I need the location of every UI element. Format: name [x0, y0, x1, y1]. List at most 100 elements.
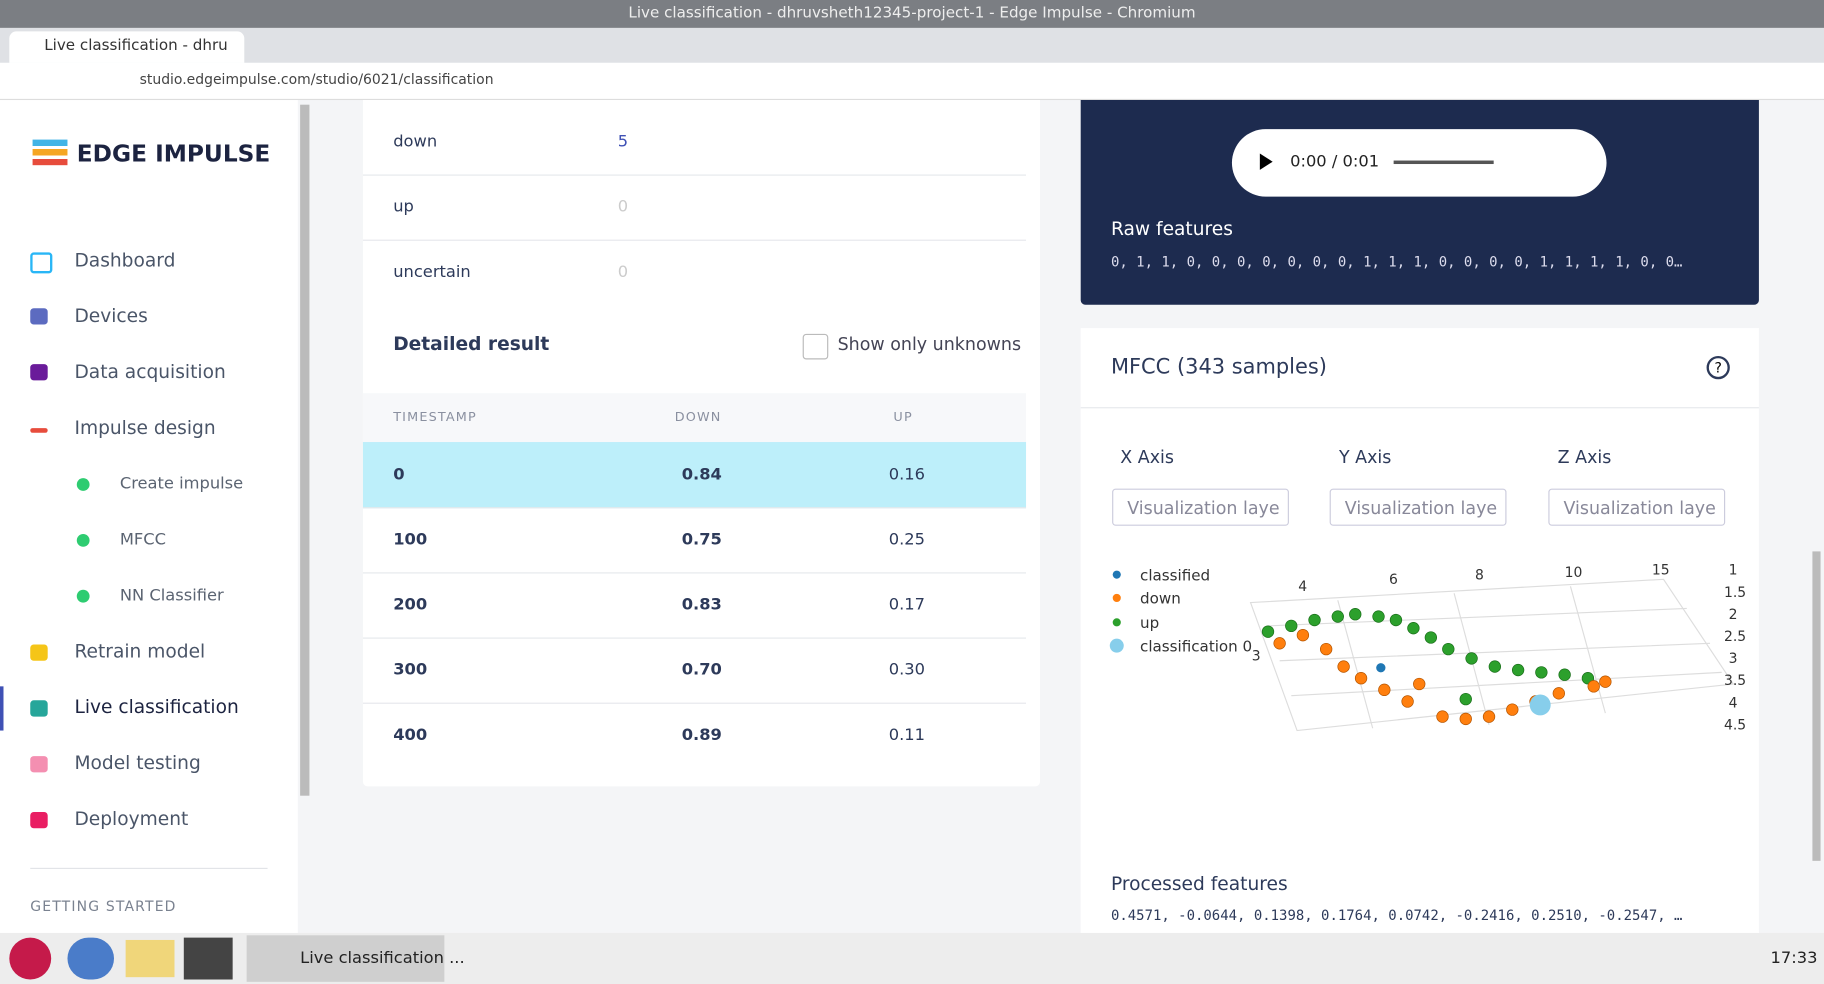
select[interactable]: Visualization laye	[1329, 488, 1507, 526]
nav-item[interactable]: Impulse design	[74, 416, 216, 439]
nav-item[interactable]: Devices	[74, 304, 148, 327]
nav-item[interactable]: Deployment	[74, 807, 189, 830]
address-bar	[0, 62, 1824, 101]
tick-label: 1.5	[1724, 585, 1746, 601]
select[interactable]: Visualization laye	[1548, 488, 1726, 526]
icon	[30, 811, 48, 829]
tick-label: 2.5	[1724, 629, 1746, 645]
nav-item[interactable]: Data acquisition	[74, 360, 226, 383]
scrollbar	[1812, 551, 1821, 861]
cell: 0	[393, 465, 405, 484]
logo-icon	[32, 139, 68, 166]
raw-values: 0, 1, 1, 0, 0, 0, 0, 0, 0, 0, 1, 1, 1, 0…	[1110, 253, 1683, 270]
cell: 0.17	[888, 595, 926, 615]
scatter-3d: classified down up classification 0 4 6 8 1…	[1109, 563, 1746, 733]
cell: 0.11	[888, 725, 926, 745]
axis-label: Z Axis	[1557, 446, 1612, 468]
terminal-icon[interactable]	[183, 937, 233, 980]
url[interactable]: studio.edgeimpulse.com/studio/6021/class…	[139, 70, 494, 88]
cell: 200	[393, 595, 428, 615]
cell: 0.84	[681, 465, 722, 484]
classification-point	[1529, 694, 1551, 716]
axis-label: X Axis	[1120, 446, 1174, 468]
legend-marker	[1112, 570, 1121, 579]
header: DOWN	[674, 409, 722, 425]
task-button[interactable]	[246, 935, 445, 982]
tick-label: 1	[1729, 563, 1738, 579]
legend-entry: up	[1140, 614, 1159, 632]
label: down	[393, 132, 438, 152]
header: TIMESTAMP	[393, 409, 477, 425]
progress[interactable]	[1393, 160, 1494, 165]
legend-entry: down	[1140, 590, 1181, 608]
cell: 300	[393, 660, 428, 680]
cell: 0.75	[681, 530, 722, 550]
cell: 0.30	[888, 660, 926, 680]
header: UP	[893, 409, 913, 425]
legend-marker	[1112, 618, 1121, 627]
count: 0	[617, 197, 629, 217]
nav-subitem[interactable]: NN Classifier	[119, 586, 224, 605]
tick-label: 3.5	[1724, 673, 1746, 689]
audio-time: 0:00 / 0:01	[1290, 152, 1380, 172]
section-title: Raw features	[1110, 217, 1233, 240]
icon	[30, 252, 53, 274]
sidebar	[0, 100, 298, 933]
tick-label: 4.5	[1724, 717, 1746, 733]
nav-subitem[interactable]: MFCC	[119, 530, 166, 550]
legend-entry: classification 0	[1140, 637, 1252, 655]
tick-label: 10	[1565, 565, 1583, 581]
label: up	[393, 197, 414, 217]
legend-marker	[1112, 593, 1121, 603]
task-label[interactable]: Live classification ...	[300, 949, 465, 968]
cell: 400	[393, 725, 428, 745]
play-button[interactable]	[1259, 153, 1273, 170]
card-title: MFCC (343 samples)	[1110, 354, 1327, 380]
checkbox[interactable]	[802, 333, 829, 360]
legend-marker	[1109, 638, 1124, 653]
nav-item[interactable]: Model testing	[74, 751, 201, 774]
scrollbar	[300, 104, 310, 796]
classified-point	[1376, 663, 1386, 673]
nav-item[interactable]: Dashboard	[74, 248, 176, 272]
icon	[30, 364, 48, 381]
section-title: Detailed result	[393, 332, 550, 355]
select[interactable]: Visualization laye	[1112, 488, 1289, 526]
nav-item[interactable]: Retrain model	[74, 639, 206, 662]
nav-subitem[interactable]: Create impulse	[119, 474, 244, 494]
status-dot	[76, 589, 90, 603]
cluster-up	[1261, 608, 1595, 706]
cell: 0.16	[888, 465, 926, 484]
tab[interactable]: Live classification - dhru	[9, 31, 245, 63]
tick-label: 4	[1729, 695, 1738, 711]
tick-label: 15	[1652, 563, 1670, 579]
icon	[30, 428, 48, 433]
cell: 0.70	[681, 660, 722, 680]
cell: 0.83	[681, 595, 722, 615]
cell: 0.25	[888, 530, 926, 550]
processed-values: 0.4571, -0.0644, 0.1398, 0.1764, 0.0742,…	[1110, 907, 1683, 924]
logo: EDGE IMPULSE	[76, 139, 271, 168]
tick-label: 3	[1729, 651, 1738, 667]
label: uncertain	[393, 262, 471, 282]
status-dot	[76, 533, 90, 547]
browser-icon[interactable]	[67, 937, 115, 980]
mfcc-card	[1080, 328, 1759, 933]
files-icon[interactable]	[125, 939, 175, 978]
cell: 0.89	[681, 725, 722, 745]
status-dot	[76, 478, 90, 491]
help-icon[interactable]: ?	[1706, 355, 1730, 380]
nav-item[interactable]: Live classification	[74, 695, 239, 718]
icon	[30, 756, 48, 773]
menu-icon[interactable]	[9, 937, 52, 980]
tick-label: 8	[1475, 567, 1484, 583]
tick-label: 4	[1298, 579, 1307, 595]
checkbox-label[interactable]: Show only unknowns	[837, 333, 1022, 355]
active-marker	[0, 686, 4, 731]
divider	[30, 867, 268, 869]
section-title: GETTING STARTED	[30, 898, 177, 915]
cluster-down	[1273, 628, 1612, 726]
icon	[30, 644, 48, 661]
grid	[1249, 578, 1735, 732]
